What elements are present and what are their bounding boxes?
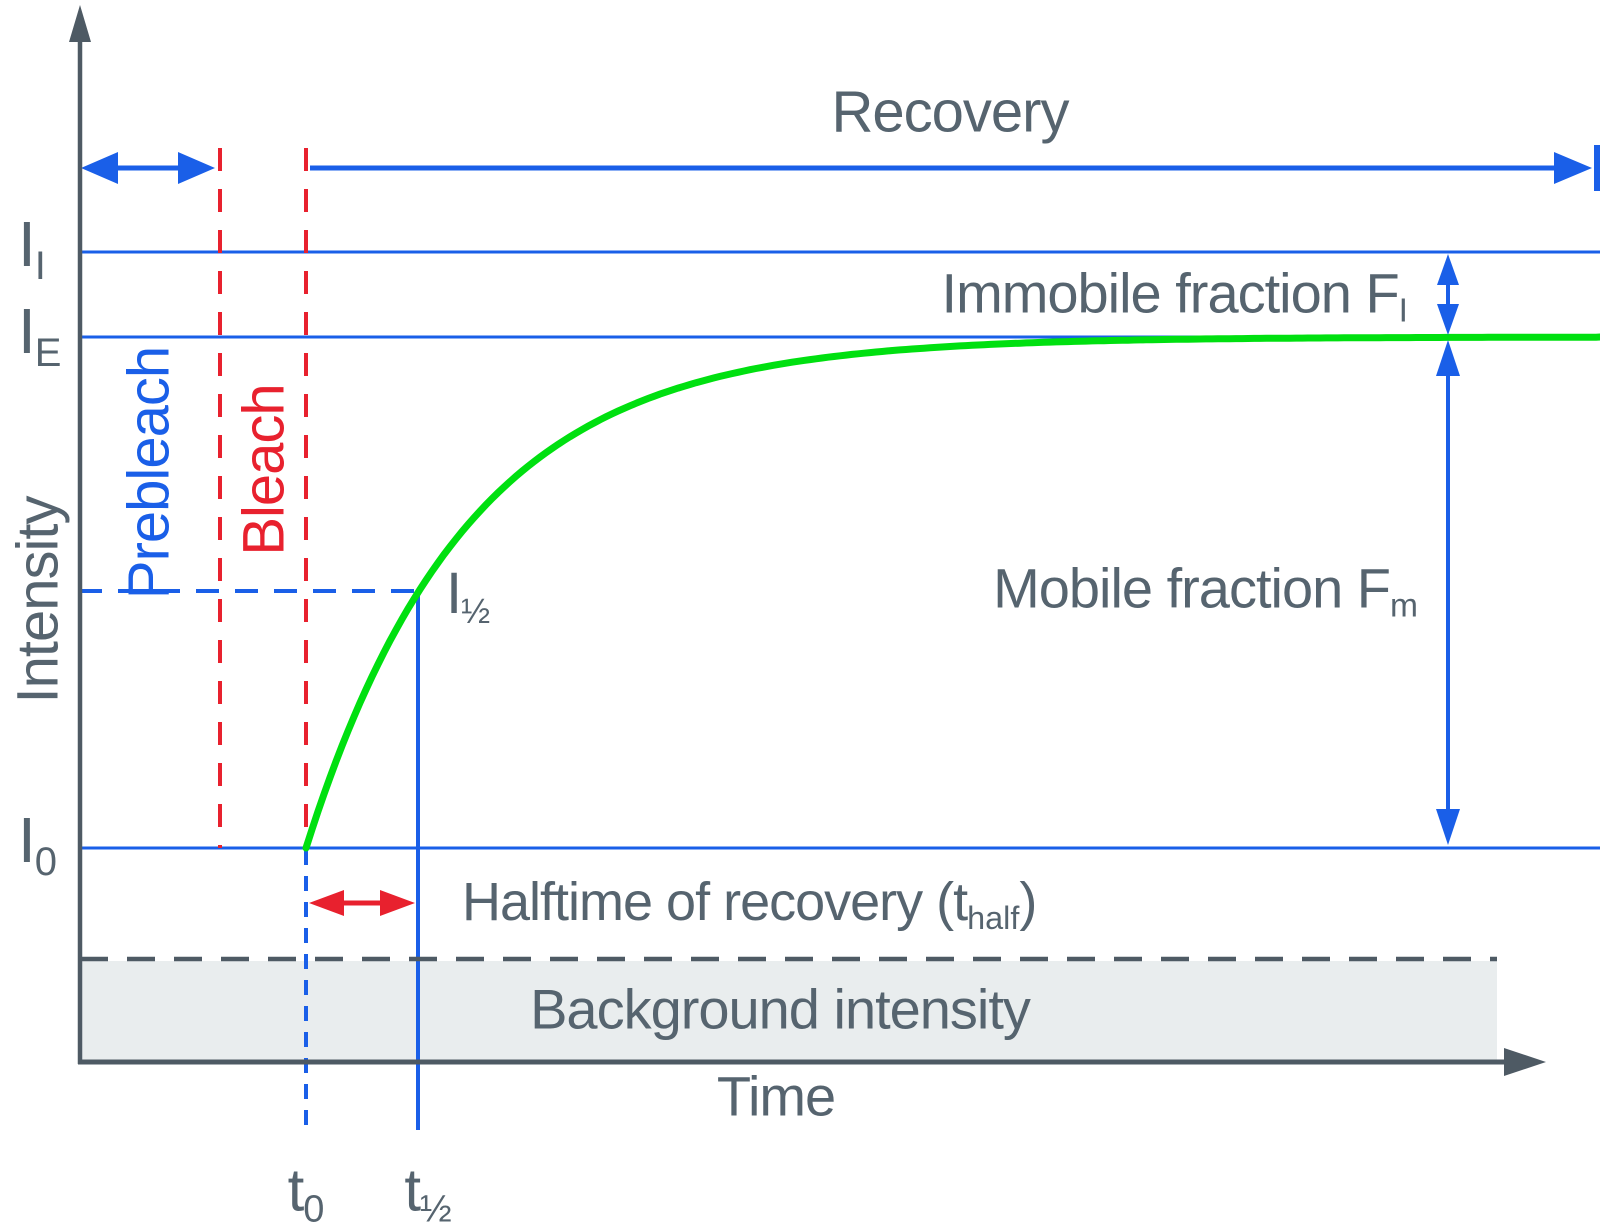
- halftime-label-sub: half: [967, 900, 1020, 937]
- t0-label-main: t: [287, 1156, 305, 1224]
- immobile-fraction-arrow: [1437, 254, 1459, 335]
- level-label-initial-main: I: [18, 208, 36, 280]
- halftime-label-post: ): [1019, 872, 1037, 932]
- recovery-label-text: Recovery: [831, 79, 1070, 145]
- background-intensity-label: Background intensity: [530, 977, 1031, 1042]
- level-label-end-main: I: [18, 295, 36, 367]
- background-intensity-text: Background intensity: [530, 977, 1031, 1041]
- mobile-fraction-arrow: [1436, 340, 1460, 845]
- level-label-bleach: I0: [18, 803, 57, 884]
- background-intensity-box: [80, 961, 1497, 1060]
- halftime-label: Halftime of recovery (thalf): [462, 871, 1037, 937]
- level-label-end-sub: E: [34, 330, 62, 375]
- level-label-bleach-sub: 0: [34, 839, 58, 884]
- time-axis-label-text: Time: [716, 1064, 836, 1128]
- level-label-initial: II: [18, 207, 46, 288]
- prebleach-label-text: Prebleach: [116, 346, 182, 600]
- thalf-label-sub: ½: [419, 1188, 452, 1231]
- immobile-fraction-sub: I: [1398, 292, 1408, 330]
- immobile-fraction-text: Immobile fraction F: [941, 261, 1400, 325]
- bleach-label: Bleach: [231, 384, 298, 555]
- half-intensity-sub: ½: [461, 591, 491, 631]
- prebleach-label: Prebleach: [116, 347, 183, 599]
- level-label-initial-sub: I: [34, 243, 46, 288]
- half-intensity-label: I½: [446, 560, 490, 631]
- intensity-axis-label-text: Intensity: [5, 496, 71, 704]
- thalf-label: t½: [404, 1156, 451, 1231]
- recovery-label: Recovery: [831, 79, 1070, 146]
- half-intensity-main: I: [446, 561, 462, 626]
- recovery-curve: [302, 333, 1600, 852]
- time-axis-label: Time: [716, 1064, 836, 1129]
- halftime-label-pre: Halftime of recovery (t: [462, 872, 968, 932]
- y-axis: [69, 5, 91, 1064]
- halftime-arrow: [309, 890, 415, 916]
- t0-label: t0: [287, 1156, 325, 1231]
- t0-label-sub: 0: [303, 1188, 325, 1231]
- x-axis: [78, 1048, 1546, 1076]
- intensity-axis-label: Intensity: [5, 497, 72, 704]
- immobile-fraction-label: Immobile fraction FI: [941, 261, 1408, 330]
- bleach-label-text: Bleach: [231, 384, 297, 556]
- mobile-fraction-label: Mobile fraction Fm: [993, 556, 1418, 625]
- level-label-bleach-main: I: [18, 804, 36, 876]
- thalf-label-main: t: [404, 1156, 421, 1224]
- recovery-arrow: [310, 145, 1600, 191]
- level-label-end: IE: [18, 294, 61, 375]
- prebleach-arrow: [81, 152, 215, 184]
- mobile-fraction-sub: m: [1390, 587, 1418, 625]
- mobile-fraction-text: Mobile fraction F: [993, 556, 1391, 620]
